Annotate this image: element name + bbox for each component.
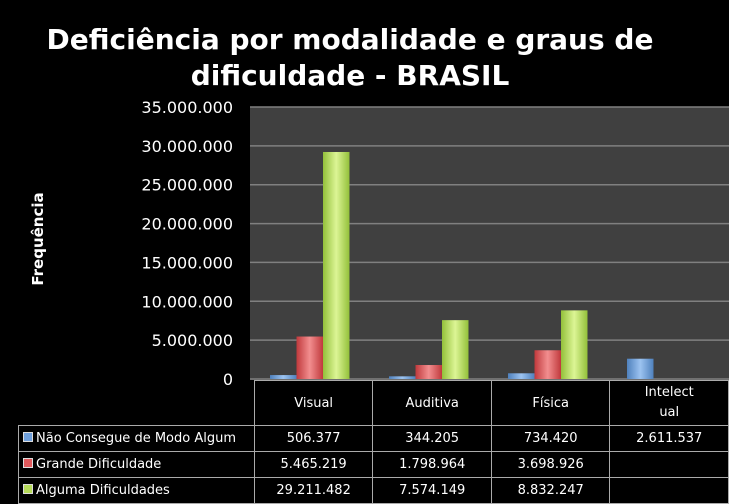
cell: 3.698.926 bbox=[490, 451, 611, 478]
table-row: Alguma Dificuldades 29.211.482 7.574.149… bbox=[18, 477, 729, 504]
y-tick-label: 15.000.000 bbox=[141, 253, 233, 272]
cell bbox=[609, 451, 729, 478]
cell: 506.377 bbox=[253, 425, 374, 452]
chart-title: Deficiência por modalidade e graus de di… bbox=[46, 23, 654, 92]
bar-visual-series-2 bbox=[323, 151, 350, 379]
bar-intelectual-series-0 bbox=[627, 358, 654, 379]
cell: 344.205 bbox=[372, 425, 492, 452]
y-tick-label: 25.000.000 bbox=[141, 176, 233, 195]
bar-visual-series-1 bbox=[296, 336, 323, 379]
legend-key-green bbox=[23, 484, 33, 494]
bar-física-series-1 bbox=[534, 350, 561, 379]
legend-key-red bbox=[23, 458, 33, 468]
bar-auditiva-series-2 bbox=[442, 320, 469, 379]
cell: 734.420 bbox=[490, 425, 611, 452]
series-name: Alguma Dificuldades bbox=[36, 483, 170, 498]
legend-key-blue bbox=[23, 432, 33, 442]
y-tick-label: 20.000.000 bbox=[141, 215, 233, 234]
y-tick-label: 5.000.000 bbox=[152, 331, 233, 350]
cell: 5.465.219 bbox=[253, 451, 374, 478]
cell: 7.574.149 bbox=[372, 477, 492, 504]
cell: 8.832.247 bbox=[490, 477, 611, 504]
category-label: Visual bbox=[253, 380, 374, 426]
table-row: Grande Dificuldade 5.465.219 1.798.964 3… bbox=[18, 451, 729, 478]
bar-física-series-2 bbox=[561, 310, 588, 379]
cell: 2.611.537 bbox=[609, 425, 729, 452]
table-header-row: Visual Auditiva Física Intelect ual bbox=[18, 380, 729, 426]
table-row: Não Consegue de Modo Algum 506.377 344.2… bbox=[18, 425, 729, 452]
category-label: Intelect ual bbox=[609, 380, 729, 426]
cell bbox=[609, 477, 729, 504]
series-name: Não Consegue de Modo Algum bbox=[36, 431, 236, 446]
data-table: Visual Auditiva Física Intelect ual Não … bbox=[18, 380, 729, 504]
cell: 1.798.964 bbox=[372, 451, 492, 478]
y-tick-label: 0 bbox=[223, 370, 233, 389]
cell: 29.211.482 bbox=[253, 477, 374, 504]
y-tick-label: 35.000.000 bbox=[141, 98, 233, 117]
bar-auditiva-series-1 bbox=[415, 365, 442, 379]
series-name: Grande Dificuldade bbox=[36, 457, 162, 472]
y-tick-label: 30.000.000 bbox=[141, 137, 233, 156]
category-label: Auditiva bbox=[372, 380, 492, 426]
bar-física-series-0 bbox=[508, 373, 535, 379]
y-tick-label: 10.000.000 bbox=[141, 292, 233, 311]
bar-auditiva-series-0 bbox=[389, 376, 416, 379]
bar-visual-series-0 bbox=[270, 375, 297, 379]
category-label: Física bbox=[490, 380, 611, 426]
